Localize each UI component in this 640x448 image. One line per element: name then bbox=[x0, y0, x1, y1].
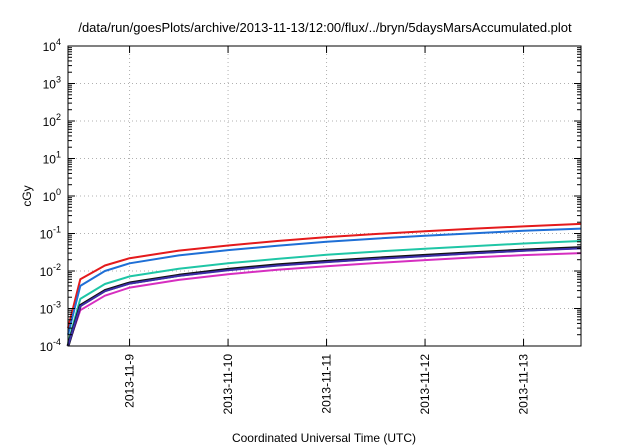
series-line bbox=[67, 240, 582, 344]
y-tick-label: 103 bbox=[43, 75, 61, 92]
y-tick-label: 10-2 bbox=[40, 262, 61, 279]
x-tick-label: 2013-11-11 bbox=[320, 354, 334, 414]
y-tick-label: 102 bbox=[43, 112, 61, 129]
y-tick-label: 101 bbox=[43, 150, 61, 167]
y-tick-label: 100 bbox=[43, 187, 61, 204]
y-axis-label: cGy bbox=[20, 185, 34, 206]
series-line bbox=[67, 222, 582, 329]
y-tick-label: 104 bbox=[43, 37, 61, 54]
y-tick-label: 10-3 bbox=[40, 300, 61, 317]
series-lines bbox=[66, 222, 582, 347]
x-tick-label: 2013-11-12 bbox=[418, 354, 432, 415]
grid bbox=[68, 46, 581, 346]
y-tick-label: 10-1 bbox=[40, 225, 61, 242]
x-tick-label: 2013-11-9 bbox=[123, 354, 137, 408]
x-tick-label: 2013-11-10 bbox=[221, 354, 235, 415]
x-axis-ticks: 2013-11-9 2013-11-10 2013-11-11 2013-11-12 2… bbox=[123, 46, 531, 415]
y-axis-ticks: 10-4 10-3 10-2 10-1 100 101 102 103 104 bbox=[40, 37, 581, 354]
series-line bbox=[67, 227, 582, 335]
x-tick-label: 2013-11-13 bbox=[517, 354, 531, 415]
series-line bbox=[67, 252, 582, 347]
y-tick-label: 10-4 bbox=[40, 337, 61, 354]
x-axis-label: Coordinated Universal Time (UTC) bbox=[232, 431, 416, 445]
series-line bbox=[67, 247, 582, 347]
chart-title: /data/run/goesPlots/archive/2013-11-13/1… bbox=[78, 20, 572, 35]
